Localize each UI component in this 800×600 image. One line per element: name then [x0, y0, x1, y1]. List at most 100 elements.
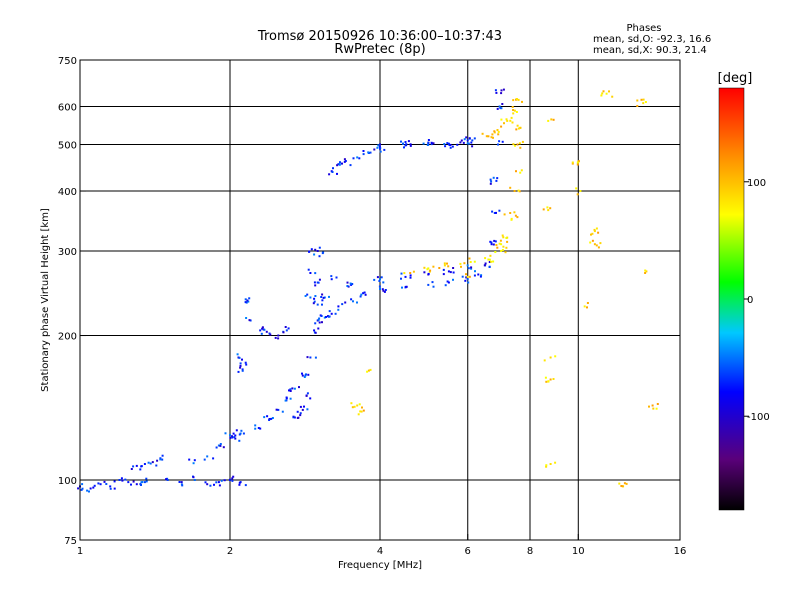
data-point [321, 321, 323, 324]
data-point [270, 417, 273, 420]
data-point [423, 266, 426, 269]
data-point [292, 416, 295, 419]
data-point [477, 273, 480, 276]
data-point [301, 408, 304, 411]
data-point [260, 332, 263, 335]
data-point [449, 143, 452, 146]
data-point [500, 243, 503, 246]
data-point [501, 140, 504, 143]
data-point [325, 316, 327, 318]
data-point [521, 140, 524, 143]
data-point [321, 299, 324, 302]
data-point [449, 271, 452, 274]
data-point [493, 130, 496, 133]
data-point [492, 243, 495, 246]
data-point [509, 212, 512, 214]
data-point [496, 107, 499, 110]
data-point [595, 244, 598, 247]
data-point [180, 483, 183, 486]
data-point [489, 240, 492, 243]
data-point [130, 483, 132, 486]
data-point [623, 482, 626, 485]
stats-o-mode: mean, sd,O: -92.3, 16.6 [593, 34, 711, 45]
data-point [341, 303, 344, 306]
data-point [590, 233, 592, 236]
data-point [304, 295, 307, 297]
data-point [349, 164, 352, 167]
grid-layer [80, 60, 680, 540]
data-point [266, 415, 269, 418]
y-tick-label: 100 [58, 476, 77, 487]
data-point [656, 403, 659, 405]
data-point [332, 167, 334, 170]
data-point [223, 479, 226, 482]
data-point [367, 369, 370, 372]
data-point [467, 281, 470, 284]
data-point [496, 177, 499, 180]
data-point [293, 387, 296, 390]
data-point [103, 480, 106, 483]
data-point [497, 133, 500, 136]
data-point [299, 412, 302, 415]
data-point [217, 444, 220, 447]
data-point [583, 305, 586, 308]
data-point [499, 239, 502, 242]
data-point [249, 319, 252, 322]
data-point [381, 288, 384, 291]
data-point [432, 265, 435, 268]
data-point [423, 271, 426, 274]
data-point [143, 463, 146, 465]
data-point [80, 488, 83, 491]
data-point [314, 272, 317, 275]
data-point [188, 458, 191, 461]
data-point [409, 274, 412, 277]
data-point [242, 432, 245, 435]
data-point [494, 251, 497, 253]
data-point [498, 242, 501, 245]
data-point [318, 255, 321, 258]
data-point [228, 478, 231, 481]
data-point [515, 170, 517, 173]
data-point [268, 332, 271, 335]
data-point [320, 315, 323, 317]
data-point [364, 293, 367, 296]
data-point [120, 477, 123, 480]
data-point [299, 405, 302, 408]
data-point [215, 446, 218, 449]
data-point [452, 278, 454, 281]
data-point [493, 212, 496, 214]
data-point [220, 479, 223, 482]
data-point [127, 481, 130, 484]
data-point [344, 160, 347, 162]
data-point [442, 273, 445, 276]
data-point [575, 187, 578, 190]
data-point [430, 143, 433, 146]
data-point [308, 250, 311, 253]
data-point [505, 118, 508, 121]
data-point [130, 468, 133, 470]
data-point [77, 487, 80, 490]
data-point [379, 278, 381, 281]
data-point [241, 368, 244, 371]
data-point [593, 243, 596, 246]
data-point [382, 289, 385, 292]
data-point [465, 276, 468, 279]
data-point [218, 484, 221, 487]
data-point [512, 143, 515, 146]
data-point [447, 270, 450, 273]
data-point [245, 363, 248, 366]
data-point [447, 265, 450, 268]
data-point [552, 378, 555, 380]
data-point [542, 208, 545, 211]
data-point [303, 376, 306, 378]
data-point [296, 410, 299, 413]
data-point [470, 266, 473, 269]
data-point [466, 142, 469, 145]
data-point [143, 481, 146, 484]
data-point [513, 109, 516, 112]
data-point [297, 416, 300, 419]
data-point [586, 302, 589, 304]
data-point [554, 355, 557, 358]
data-point [490, 180, 493, 183]
data-point [503, 122, 505, 125]
